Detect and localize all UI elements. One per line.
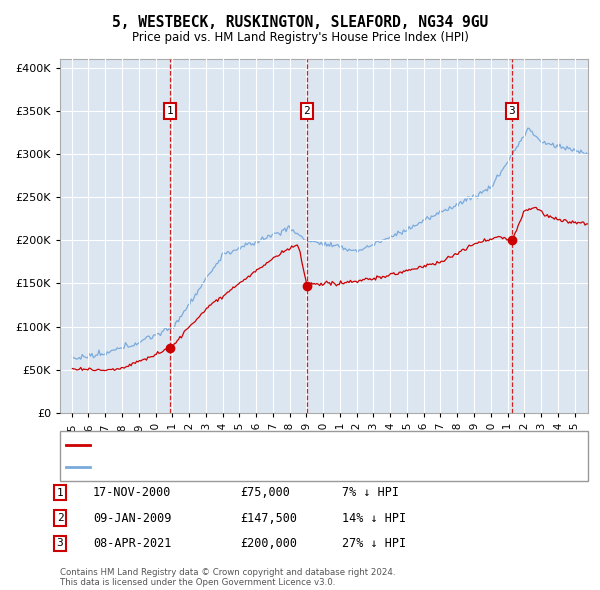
Text: 3: 3 — [56, 539, 64, 548]
Text: 2: 2 — [56, 513, 64, 523]
Text: 14% ↓ HPI: 14% ↓ HPI — [342, 512, 406, 525]
Text: 3: 3 — [509, 106, 515, 116]
Text: 09-JAN-2009: 09-JAN-2009 — [93, 512, 172, 525]
Text: 1: 1 — [167, 106, 173, 116]
Text: 5, WESTBECK, RUSKINGTON, SLEAFORD, NG34 9GU: 5, WESTBECK, RUSKINGTON, SLEAFORD, NG34 … — [112, 15, 488, 30]
Text: £200,000: £200,000 — [240, 537, 297, 550]
Text: £75,000: £75,000 — [240, 486, 290, 499]
Text: Price paid vs. HM Land Registry's House Price Index (HPI): Price paid vs. HM Land Registry's House … — [131, 31, 469, 44]
Text: 5, WESTBECK, RUSKINGTON, SLEAFORD, NG34 9GU (detached house): 5, WESTBECK, RUSKINGTON, SLEAFORD, NG34 … — [96, 440, 486, 450]
Text: 08-APR-2021: 08-APR-2021 — [93, 537, 172, 550]
Text: Contains HM Land Registry data © Crown copyright and database right 2024.: Contains HM Land Registry data © Crown c… — [60, 568, 395, 577]
Text: £147,500: £147,500 — [240, 512, 297, 525]
Text: This data is licensed under the Open Government Licence v3.0.: This data is licensed under the Open Gov… — [60, 578, 335, 587]
Text: 17-NOV-2000: 17-NOV-2000 — [93, 486, 172, 499]
Text: HPI: Average price, detached house, North Kesteven: HPI: Average price, detached house, Nort… — [96, 462, 421, 472]
Text: 2: 2 — [304, 106, 310, 116]
Text: 1: 1 — [56, 488, 64, 497]
Text: 7% ↓ HPI: 7% ↓ HPI — [342, 486, 399, 499]
Text: 27% ↓ HPI: 27% ↓ HPI — [342, 537, 406, 550]
